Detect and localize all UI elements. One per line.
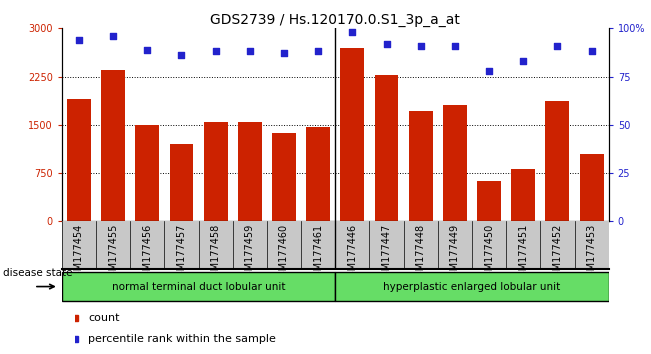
FancyBboxPatch shape bbox=[335, 273, 609, 301]
Point bbox=[142, 47, 152, 52]
Point bbox=[74, 37, 84, 43]
Bar bbox=[443, 105, 467, 221]
Text: GSM177456: GSM177456 bbox=[143, 224, 152, 283]
Point bbox=[552, 43, 562, 48]
Bar bbox=[238, 121, 262, 221]
Text: GSM177457: GSM177457 bbox=[176, 224, 186, 283]
Bar bbox=[340, 47, 365, 221]
Point bbox=[450, 43, 460, 48]
Text: percentile rank within the sample: percentile rank within the sample bbox=[88, 333, 276, 343]
Bar bbox=[67, 99, 91, 221]
Text: GSM177453: GSM177453 bbox=[587, 224, 596, 283]
Text: GSM177452: GSM177452 bbox=[553, 224, 562, 283]
Point bbox=[415, 43, 426, 48]
Point bbox=[313, 48, 324, 54]
Point bbox=[484, 68, 494, 74]
Bar bbox=[409, 111, 433, 221]
Text: GSM177454: GSM177454 bbox=[74, 224, 84, 283]
Point bbox=[347, 29, 357, 35]
Bar bbox=[169, 144, 193, 221]
Title: GDS2739 / Hs.120170.0.S1_3p_a_at: GDS2739 / Hs.120170.0.S1_3p_a_at bbox=[210, 13, 460, 27]
Text: hyperplastic enlarged lobular unit: hyperplastic enlarged lobular unit bbox=[383, 282, 561, 292]
Bar bbox=[272, 132, 296, 221]
Text: GSM177455: GSM177455 bbox=[108, 224, 118, 283]
Text: GSM177460: GSM177460 bbox=[279, 224, 289, 283]
Text: GSM177446: GSM177446 bbox=[348, 224, 357, 283]
Point bbox=[587, 48, 597, 54]
Point bbox=[245, 48, 255, 54]
FancyBboxPatch shape bbox=[62, 273, 335, 301]
Text: GSM177458: GSM177458 bbox=[211, 224, 221, 283]
Text: count: count bbox=[88, 313, 119, 323]
Bar bbox=[477, 181, 501, 221]
Point bbox=[108, 33, 118, 39]
Text: GSM177449: GSM177449 bbox=[450, 224, 460, 283]
Text: GSM177450: GSM177450 bbox=[484, 224, 494, 283]
Bar bbox=[511, 169, 535, 221]
Bar bbox=[546, 101, 570, 221]
Point bbox=[176, 52, 187, 58]
Bar bbox=[135, 125, 159, 221]
Text: normal terminal duct lobular unit: normal terminal duct lobular unit bbox=[112, 282, 285, 292]
Text: GSM177459: GSM177459 bbox=[245, 224, 255, 283]
Text: GSM177448: GSM177448 bbox=[416, 224, 426, 283]
Text: GSM177451: GSM177451 bbox=[518, 224, 528, 283]
Bar bbox=[579, 154, 603, 221]
Bar bbox=[374, 75, 398, 221]
Bar bbox=[204, 121, 228, 221]
Bar bbox=[306, 127, 330, 221]
Text: GSM177447: GSM177447 bbox=[381, 224, 391, 283]
Point bbox=[518, 58, 529, 64]
Text: GSM177461: GSM177461 bbox=[313, 224, 323, 283]
Point bbox=[279, 51, 289, 56]
Point bbox=[210, 48, 221, 54]
Bar bbox=[101, 70, 125, 221]
Text: disease state: disease state bbox=[3, 268, 73, 278]
Point bbox=[381, 41, 392, 47]
